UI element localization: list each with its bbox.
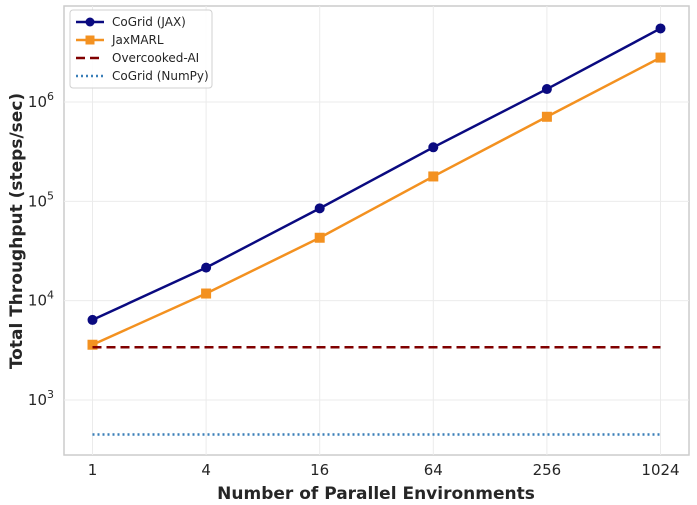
x-axis-label: Number of Parallel Environments xyxy=(217,484,535,504)
legend: CoGrid (JAX) JaxMARL Overcooked-AI CoGrid (… xyxy=(69,9,213,89)
series-line-0 xyxy=(91,27,662,322)
x-tick-label: 4 xyxy=(201,461,211,479)
y-tick-label: 104 xyxy=(28,289,54,310)
legend-marker xyxy=(85,35,95,45)
data-point xyxy=(201,262,212,273)
legend-label: JaxMARL xyxy=(111,33,164,47)
legend-label: Overcooked-AI xyxy=(112,51,199,65)
data-point xyxy=(87,314,98,325)
data-point xyxy=(314,232,325,243)
data-point xyxy=(541,111,552,122)
series-line-1 xyxy=(91,56,662,346)
legend-box xyxy=(69,9,213,89)
x-tick-label: 1 xyxy=(88,461,98,479)
data-point xyxy=(541,84,552,95)
x-tick-label: 256 xyxy=(533,461,562,479)
y-tick-label: 105 xyxy=(28,189,54,210)
data-point xyxy=(201,288,212,299)
ticks: 1 4 16 64 256 1024 103 104 105 106 xyxy=(28,90,680,479)
x-tick-label: 1024 xyxy=(641,461,679,479)
series-layer xyxy=(87,23,666,436)
data-point xyxy=(655,23,666,34)
data-point xyxy=(87,339,98,350)
legend-marker xyxy=(85,17,95,27)
data-point xyxy=(428,142,439,153)
data-point xyxy=(314,203,325,214)
x-tick-label: 16 xyxy=(310,461,329,479)
data-point xyxy=(428,171,439,182)
y-axis-label: Total Throughput (steps/sec) xyxy=(7,93,27,369)
y-tick-label: 106 xyxy=(28,90,54,111)
legend-label: CoGrid (JAX) xyxy=(112,15,186,29)
x-tick-label: 64 xyxy=(424,461,443,479)
y-tick-label: 103 xyxy=(28,388,54,409)
legend-label: CoGrid (NumPy) xyxy=(112,69,209,83)
data-point xyxy=(655,52,666,63)
